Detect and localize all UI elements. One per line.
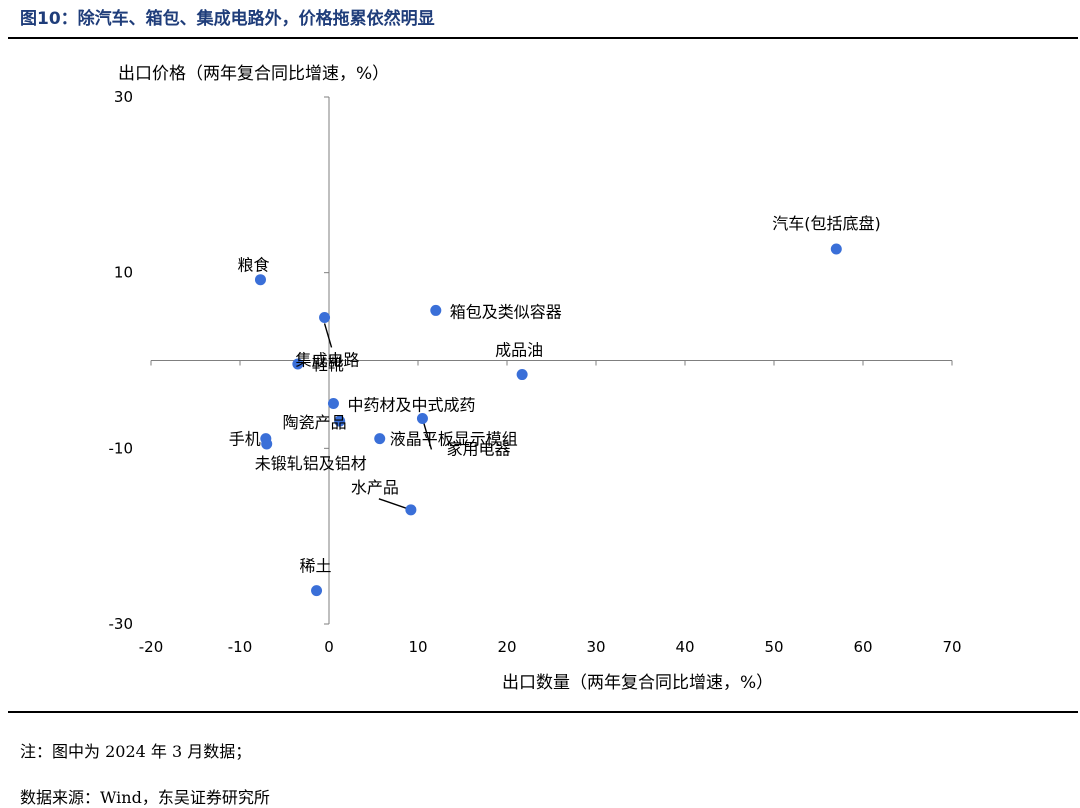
point-label: 陶瓷产品 (283, 413, 347, 432)
point-label: 汽车(包括底盘) (772, 214, 881, 233)
leader-line (378, 498, 412, 511)
x-tick-label: 30 (586, 638, 605, 656)
y-tick-label: 30 (114, 88, 133, 106)
data-point (261, 438, 273, 450)
top-divider (8, 37, 1078, 39)
y-axis-label: 出口价格（两年复合同比增速，%） (118, 64, 389, 84)
point-label: 粮食 (237, 256, 269, 275)
x-tick-label: 20 (497, 638, 516, 656)
figure-note: 注：图中为 2024 年 3 月数据； (20, 742, 252, 761)
data-point (311, 585, 323, 597)
point-label: 水产品 (351, 478, 399, 497)
bottom-divider (8, 711, 1078, 713)
point-label: 中药材及中式成药 (347, 396, 475, 415)
data-point (830, 243, 842, 255)
figure-title: 图10：除汽车、箱包、集成电路外，价格拖累依然明显 (20, 9, 435, 29)
data-point (327, 398, 339, 410)
x-tick-label: -20 (139, 638, 164, 656)
data-point (416, 412, 428, 424)
point-label: 集成电路 (296, 350, 360, 369)
data-point (319, 311, 331, 323)
point-label: 箱包及类似容器 (450, 302, 562, 321)
x-axis-label: 出口数量（两年复合同比增速，%） (502, 673, 773, 693)
x-tick-label: 40 (675, 638, 694, 656)
point-label: 未锻轧铝及铝材 (255, 454, 367, 473)
point-label: 液晶平板显示模组 (390, 430, 518, 449)
data-point (334, 415, 346, 427)
data-point (405, 504, 417, 516)
x-tick-label: 10 (408, 638, 427, 656)
x-tick-label: 0 (324, 638, 334, 656)
data-point (292, 358, 304, 370)
x-tick-label: 50 (764, 638, 783, 656)
y-tick-label: -30 (109, 615, 134, 633)
leader-line (323, 323, 333, 348)
x-tick-label: -10 (228, 638, 253, 656)
point-label: 手机 (229, 430, 261, 449)
scatter-chart: -20 -10 0 10 20 30 40 50 60 70 30 10 -10 -30 汽车(包括底盘)… (109, 64, 962, 693)
point-label: 稀土 (300, 557, 332, 576)
x-tick-label: 60 (853, 638, 872, 656)
data-point (430, 304, 442, 316)
point-label: 鞋靴 (312, 355, 344, 374)
y-tick-label: 10 (114, 264, 133, 282)
data-point (374, 433, 386, 445)
point-label: 成品油 (495, 341, 543, 360)
figure-source: 数据来源：Wind，东吴证券研究所 (20, 788, 270, 807)
x-tick-label: 70 (942, 638, 961, 656)
data-points (254, 243, 842, 597)
data-point (254, 274, 266, 286)
y-tick-label: -10 (109, 439, 134, 457)
axes (150, 96, 953, 625)
data-point (516, 369, 528, 381)
tick-labels: -20 -10 0 10 20 30 40 50 60 70 30 10 -10 -30 (109, 88, 962, 656)
point-label: 家用电器 (446, 439, 510, 458)
